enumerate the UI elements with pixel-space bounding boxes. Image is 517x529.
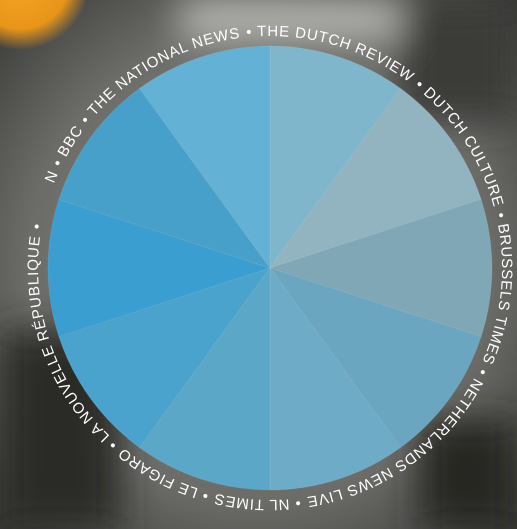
ring-separator: • xyxy=(200,486,210,504)
pie-wedge xyxy=(138,266,271,491)
pie-wedge xyxy=(268,198,493,338)
ring-separator: • xyxy=(492,211,510,220)
pie-wedge xyxy=(269,45,402,270)
pie-wedge xyxy=(268,87,482,269)
pie-wedge xyxy=(58,267,272,449)
ring-separator: • xyxy=(245,24,252,41)
ring-separator: • xyxy=(28,222,46,231)
pie-wedge xyxy=(269,266,402,491)
pie-wedge xyxy=(58,87,272,269)
orange-blob xyxy=(0,0,88,50)
pie xyxy=(47,45,493,491)
pie-wedge xyxy=(138,45,271,270)
pie-wedge xyxy=(268,267,482,449)
pie-wedge xyxy=(47,198,272,338)
ring-separator: • xyxy=(294,494,302,512)
